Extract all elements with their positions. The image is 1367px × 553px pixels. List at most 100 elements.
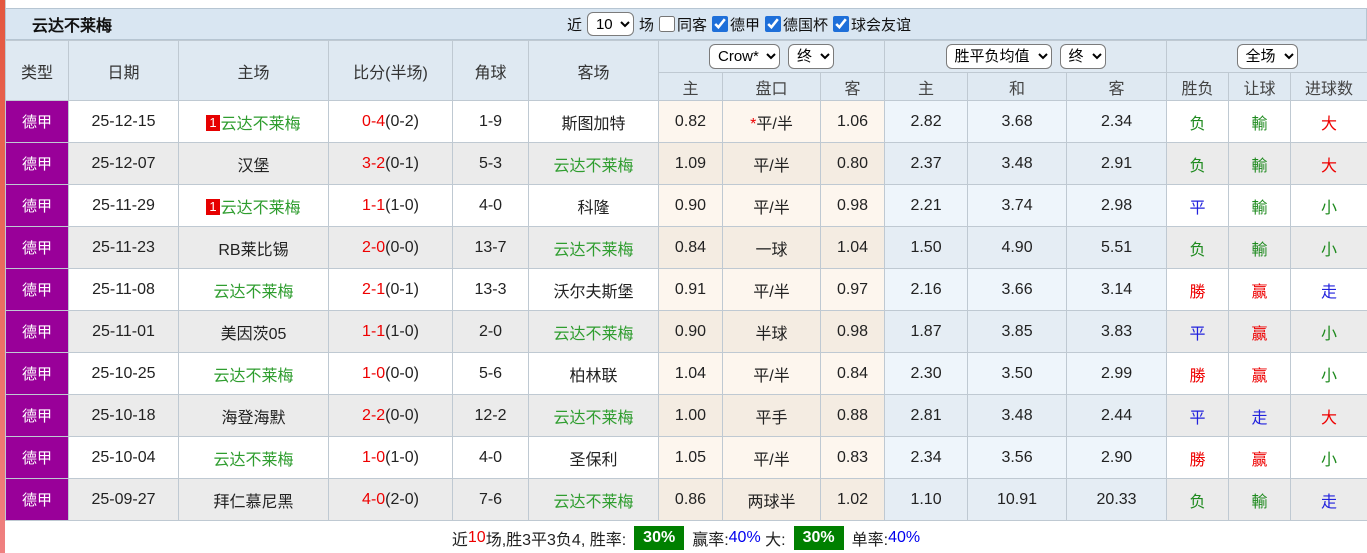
crow-away-odds: 0.80: [819, 142, 886, 185]
halftime-score: (0-1): [385, 154, 419, 172]
league-badge: 德甲: [5, 268, 69, 311]
table-row: 德甲 25-12-07 汉堡 3-2(0-1) 5-3 云达不莱梅 1.09 平…: [5, 142, 1367, 185]
col-header-home: 主场: [178, 40, 329, 101]
home-team-cell: RB莱比锡: [178, 226, 329, 269]
match-table: 类型 日期 主场 比分(半场) 角球 客场 Crow* 终: [5, 40, 1367, 521]
handicap-text: 一球: [755, 241, 788, 259]
scope-select[interactable]: 全场: [1236, 44, 1298, 69]
avg-home-header: 主: [884, 72, 969, 101]
handicap-text: 平/半: [753, 451, 790, 469]
avg-draw-odds: 3.66: [967, 268, 1068, 311]
away-team-cell: 云达不莱梅: [528, 394, 659, 437]
table-row: 德甲 25-10-25 云达不莱梅 1-0(0-0) 5-6 柏林联 1.04 …: [5, 352, 1367, 395]
away-team-name: 斯图加特: [561, 115, 626, 133]
score-cell: 1-0(0-0): [328, 352, 453, 395]
avg-draw-odds: 3.68: [967, 100, 1068, 143]
wdl-result: 勝: [1166, 268, 1230, 311]
single-rate-label: 单率:: [851, 531, 889, 549]
avg-away-odds: 2.44: [1066, 394, 1168, 437]
avg-type-select[interactable]: 胜平负均值: [945, 44, 1052, 69]
table-header: 类型 日期 主场 比分(半场) 角球 客场 Crow* 终: [5, 40, 1367, 101]
avg-away-header: 客: [1066, 72, 1168, 101]
avg-draw-odds: 3.50: [967, 352, 1068, 395]
league-badge: 德甲: [5, 310, 69, 353]
wdl-result: 负: [1166, 226, 1230, 269]
avg-stage-select[interactable]: 终: [1059, 44, 1106, 69]
league-badge: 德甲: [5, 478, 69, 521]
recent-count-select[interactable]: 10: [586, 12, 634, 36]
avg-draw-odds: 3.48: [967, 142, 1068, 185]
wdl-result: 平: [1166, 310, 1230, 353]
avg-home-odds: 1.87: [884, 310, 969, 353]
crow-home-odds: 0.90: [658, 310, 723, 353]
away-team-name: 沃尔夫斯堡: [553, 283, 634, 301]
halftime-score: (0-0): [385, 406, 419, 424]
fulltime-score: 1-1: [362, 196, 386, 214]
home-team-cell: 1 云达不莱梅: [178, 184, 329, 227]
crow-handicap-header: 盘口: [722, 72, 821, 101]
same-venue-label: 同客: [676, 16, 707, 34]
crow-home-odds: 1.04: [658, 352, 723, 395]
crow-handicap: 一球: [722, 226, 821, 269]
home-team-name: RB莱比锡: [218, 241, 289, 259]
crow-away-header: 客: [819, 72, 886, 101]
bookmaker-select[interactable]: Crow*: [709, 44, 781, 69]
fulltime-score: 2-2: [362, 406, 386, 424]
avg-draw-header: 和: [967, 72, 1068, 101]
league-filter-bundesliga[interactable]: 德甲: [712, 14, 760, 35]
footer-recent-count: 10: [467, 528, 486, 546]
avg-draw-odds: 3.48: [967, 394, 1068, 437]
date-cell: 25-12-07: [68, 142, 179, 185]
crow-away-odds: 0.83: [819, 436, 886, 479]
score-cell: 2-2(0-0): [328, 394, 453, 437]
wdl-result: 平: [1166, 184, 1230, 227]
crow-handicap: 两球半: [722, 478, 821, 521]
handicap-result: 輸: [1228, 142, 1292, 185]
corners-cell: 5-6: [452, 352, 529, 395]
same-venue-checkbox[interactable]: [658, 16, 675, 32]
halftime-score: (1-0): [385, 322, 419, 340]
avg-home-odds: 2.81: [884, 394, 969, 437]
league-filter-dfb-pokal[interactable]: 德国杯: [765, 14, 828, 35]
bundesliga-checkbox[interactable]: [712, 16, 728, 32]
crow-away-odds: 1.04: [819, 226, 886, 269]
avg-group-header: 胜平负均值 终: [884, 40, 1168, 73]
same-venue-filter[interactable]: 同客: [658, 14, 707, 35]
away-team-cell: 云达不莱梅: [528, 310, 659, 353]
home-team-cell: 云达不莱梅: [178, 268, 329, 311]
avg-home-odds: 2.30: [884, 352, 969, 395]
col-header-date: 日期: [68, 40, 179, 101]
big-label: 大:: [765, 531, 786, 549]
crow-stage-select[interactable]: 终: [788, 44, 835, 69]
crow-away-odds: 1.02: [819, 478, 886, 521]
dfb-pokal-label: 德国杯: [783, 16, 829, 34]
halftime-score: (0-2): [385, 112, 419, 130]
crow-away-odds: 0.84: [819, 352, 886, 395]
corners-cell: 1-9: [452, 100, 529, 143]
home-team-name: 美因茨05: [220, 325, 287, 343]
handicap-text: 平/半: [753, 283, 790, 301]
avg-away-odds: 3.83: [1066, 310, 1168, 353]
crow-home-odds: 0.82: [658, 100, 723, 143]
score-cell: 1-1(1-0): [328, 184, 453, 227]
league-filter-friendly[interactable]: 球会友谊: [833, 14, 911, 35]
friendly-checkbox[interactable]: [833, 16, 850, 32]
handicap-star: *: [750, 115, 757, 133]
avg-away-odds: 2.90: [1066, 436, 1168, 479]
dfb-pokal-checkbox[interactable]: [765, 16, 782, 32]
win-rate-badge: 30%: [634, 525, 685, 550]
halftime-score: (2-0): [385, 490, 419, 508]
wdl-result: 勝: [1166, 352, 1230, 395]
handicap-result: 赢: [1228, 352, 1292, 395]
home-team-cell: 云达不莱梅: [178, 352, 329, 395]
crow-home-odds: 0.84: [658, 226, 723, 269]
footer-summary: 场,胜3平3负4, 胜率:: [485, 531, 627, 549]
wdl-result: 负: [1166, 478, 1230, 521]
table-row: 德甲 25-10-18 海登海默 2-2(0-0) 12-2 云达不莱梅 1.0…: [5, 394, 1367, 437]
fulltime-score: 2-0: [362, 238, 386, 256]
away-team-cell: 沃尔夫斯堡: [528, 268, 659, 311]
handicap-result-header: 让球: [1228, 72, 1292, 101]
table-row: 德甲 25-12-15 1 云达不莱梅 0-4(0-2) 1-9 斯图加特 0.8…: [5, 100, 1367, 143]
wdl-result: 负: [1166, 142, 1230, 185]
goals-result: 小: [1290, 352, 1367, 395]
